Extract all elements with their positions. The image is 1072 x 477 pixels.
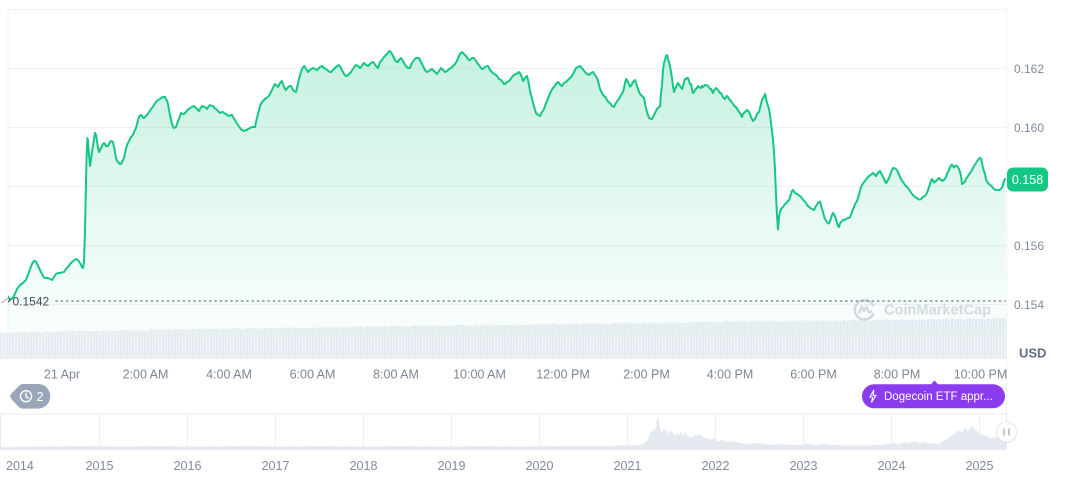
svg-text:2:00 PM: 2:00 PM	[623, 368, 670, 382]
svg-text:2024: 2024	[878, 459, 906, 473]
svg-text:0.160: 0.160	[1014, 121, 1044, 135]
svg-text:2018: 2018	[350, 459, 378, 473]
svg-text:2023: 2023	[790, 459, 818, 473]
svg-text:2016: 2016	[174, 459, 202, 473]
svg-text:2021: 2021	[614, 459, 642, 473]
svg-text:USD: USD	[1019, 346, 1046, 361]
svg-text:0.156: 0.156	[1014, 239, 1044, 253]
svg-text:0.1542: 0.1542	[13, 295, 50, 309]
svg-text:0.158: 0.158	[1012, 173, 1043, 187]
svg-text:4:00 AM: 4:00 AM	[206, 368, 252, 382]
svg-text:Dogecoin ETF appr...: Dogecoin ETF appr...	[884, 391, 993, 403]
svg-text:6:00 PM: 6:00 PM	[790, 368, 837, 382]
svg-text:2:00 AM: 2:00 AM	[123, 368, 169, 382]
svg-text:2025: 2025	[966, 459, 994, 473]
svg-text:0.162: 0.162	[1014, 62, 1044, 76]
svg-text:4:00 PM: 4:00 PM	[707, 368, 754, 382]
svg-text:CoinMarketCap: CoinMarketCap	[884, 303, 991, 319]
svg-text:2019: 2019	[438, 459, 466, 473]
svg-text:2014: 2014	[6, 459, 34, 473]
svg-text:10:00 PM: 10:00 PM	[954, 368, 1008, 382]
svg-text:2015: 2015	[86, 459, 114, 473]
svg-text:2: 2	[37, 389, 44, 404]
svg-text:2020: 2020	[526, 459, 554, 473]
svg-text:2017: 2017	[262, 459, 290, 473]
svg-text:6:00 AM: 6:00 AM	[290, 368, 336, 382]
svg-text:0.154: 0.154	[1014, 298, 1044, 312]
svg-text:8:00 PM: 8:00 PM	[874, 368, 921, 382]
svg-text:8:00 AM: 8:00 AM	[373, 368, 419, 382]
svg-text:21 Apr: 21 Apr	[44, 368, 80, 382]
svg-text:10:00 AM: 10:00 AM	[453, 368, 506, 382]
svg-text:2022: 2022	[702, 459, 730, 473]
svg-text:12:00 PM: 12:00 PM	[536, 368, 590, 382]
